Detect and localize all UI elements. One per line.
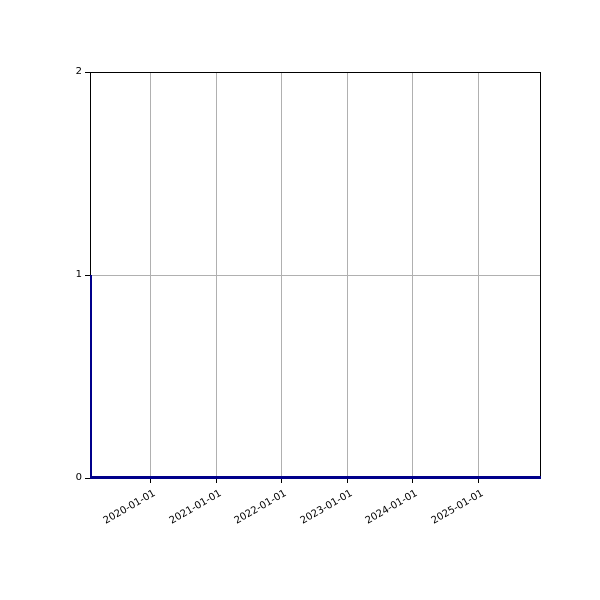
x-tick-mark-2025 [478, 479, 479, 483]
data-line-initial-drop [90, 275, 92, 479]
x-tick-mark-2023 [347, 479, 348, 483]
x-tick-mark-2022 [281, 479, 282, 483]
y-tick-label-1: 1 [75, 269, 82, 280]
y-tick-label-2: 2 [75, 66, 82, 77]
y-tick-mark-1 [85, 275, 90, 276]
x-tick-mark-2020 [150, 479, 151, 483]
data-line-baseline [90, 476, 541, 479]
plot-area [90, 72, 541, 479]
y-tick-label-0: 0 [75, 472, 82, 483]
x-tick-mark-2021 [216, 479, 217, 483]
y-tick-mark-2 [85, 72, 90, 73]
x-tick-mark-2024 [412, 479, 413, 483]
gridline-horizontal-1 [91, 275, 540, 276]
y-tick-mark-0 [85, 478, 90, 479]
